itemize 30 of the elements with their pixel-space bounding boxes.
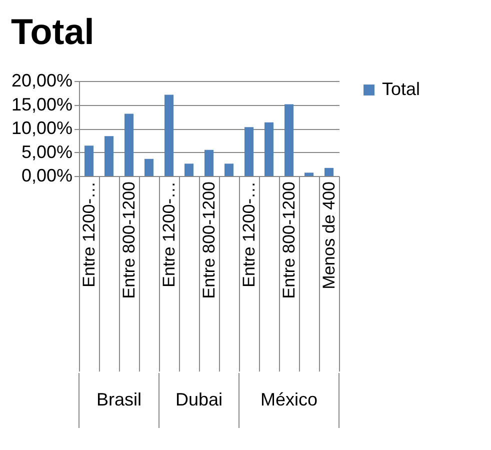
bar <box>244 127 254 176</box>
bar <box>184 164 194 176</box>
x-tick-label: Entre 1200-… <box>160 182 178 288</box>
x-tick-label: Menos de 400 <box>320 182 338 290</box>
text: Dubai <box>175 390 223 410</box>
y-tick-label: 5,00% <box>21 142 72 162</box>
bar <box>264 122 274 176</box>
legend-label: Total <box>382 79 420 99</box>
bar <box>144 158 154 176</box>
x-tick-label: Entre 1200-… <box>80 182 98 288</box>
bar <box>284 104 294 176</box>
x-tick-label: Entre 800-1200 <box>280 182 298 299</box>
bar <box>304 172 314 176</box>
bar <box>84 146 94 176</box>
chart-title: Total <box>10 11 94 52</box>
y-tick-label: 20,00% <box>11 70 72 90</box>
text: Brasil <box>96 390 142 410</box>
y-tick-label: 15,00% <box>11 94 72 114</box>
bar <box>324 168 334 176</box>
bar <box>104 136 114 176</box>
x-tick-label: Entre 800-1200 <box>200 182 218 299</box>
y-tick-label: 0,00% <box>21 166 72 186</box>
y-tick-label: 10,00% <box>11 118 72 138</box>
x-tick-label: Entre 1200-… <box>240 182 258 288</box>
bar <box>224 164 234 176</box>
text: México <box>260 390 318 410</box>
bar <box>164 94 174 176</box>
x-tick-label: Entre 800-1200 <box>120 182 138 299</box>
bar <box>124 114 134 176</box>
bar <box>204 150 214 176</box>
